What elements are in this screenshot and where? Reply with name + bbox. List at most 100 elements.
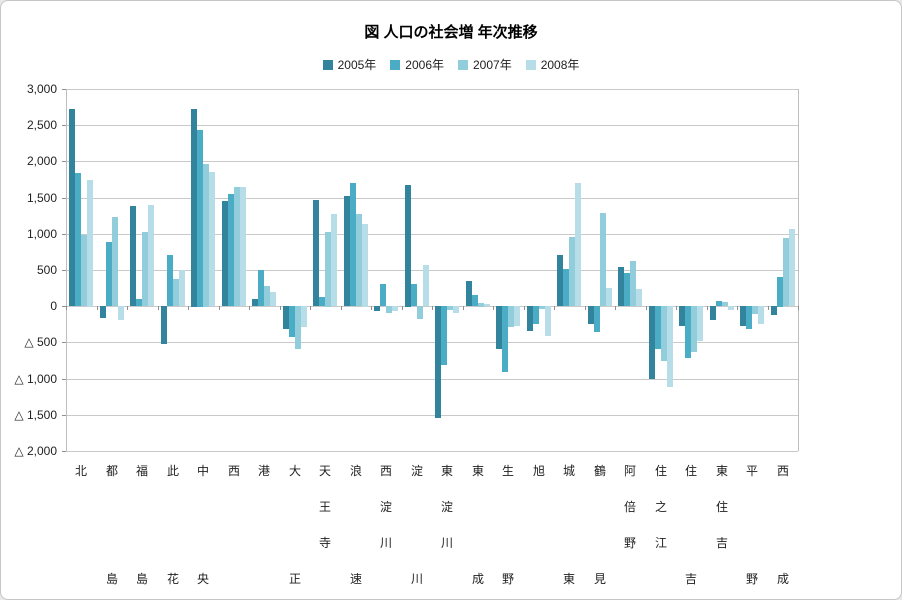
- x-axis-category-label: 生: [501, 464, 514, 478]
- gridline: [66, 198, 798, 199]
- bar: [606, 288, 612, 306]
- bar: [514, 306, 520, 326]
- bar: [508, 306, 514, 327]
- y-axis-tick-label: △ 500: [24, 335, 57, 349]
- x-axis-tick: [585, 306, 586, 310]
- bar: [130, 206, 136, 306]
- legend: 2005年 2006年 2007年 2008年: [1, 56, 901, 73]
- y-axis-tick-label: 3,000: [26, 82, 57, 96]
- bar: [100, 306, 106, 318]
- bar: [148, 205, 154, 306]
- x-axis-category-label: 淀: [440, 500, 453, 514]
- bar: [173, 279, 179, 306]
- gridline: [66, 270, 798, 271]
- x-axis-category-label: 正: [288, 572, 301, 586]
- bar: [697, 306, 703, 341]
- bar: [783, 238, 789, 306]
- bar: [472, 295, 478, 306]
- bar: [722, 302, 728, 306]
- bar: [222, 201, 228, 306]
- y-axis-tick-label: 500: [36, 263, 57, 277]
- bar: [331, 214, 337, 306]
- x-axis-category-label: 見: [593, 572, 606, 586]
- bar: [161, 306, 167, 344]
- bar: [301, 306, 307, 327]
- x-axis-tick: [371, 306, 372, 310]
- bar: [618, 267, 624, 306]
- bar: [87, 180, 93, 307]
- x-axis-category-label: 住: [684, 464, 697, 478]
- bar: [447, 306, 453, 310]
- y-axis-tick: [62, 379, 66, 380]
- x-axis-category-label: 都: [105, 464, 118, 478]
- bar: [478, 303, 484, 307]
- bar: [106, 242, 112, 306]
- x-axis-category-label: 吉: [684, 572, 697, 586]
- bar: [411, 284, 417, 306]
- bar: [667, 306, 673, 387]
- x-axis-category-label: 成: [776, 572, 789, 586]
- gridline: [66, 89, 798, 90]
- x-axis-category-label: 花: [166, 572, 179, 586]
- bar: [356, 214, 362, 306]
- bar: [588, 306, 594, 324]
- bar: [203, 164, 209, 307]
- y-axis-tick: [62, 234, 66, 235]
- x-axis-category-label: 天: [318, 464, 331, 478]
- bar: [417, 306, 423, 319]
- x-axis-category-label: 川: [379, 536, 392, 550]
- bar: [118, 306, 124, 320]
- bar: [313, 200, 319, 306]
- x-axis-category-label: 川: [440, 536, 453, 550]
- y-axis-tick-label: 1,500: [26, 191, 57, 205]
- bar: [502, 306, 508, 372]
- bar: [252, 299, 258, 306]
- x-axis-tick: [493, 306, 494, 310]
- bar: [630, 261, 636, 306]
- y-axis-tick: [62, 161, 66, 162]
- x-axis-tick: [524, 306, 525, 310]
- x-axis-category-label: 吉: [715, 536, 728, 550]
- bar: [594, 306, 600, 332]
- bar: [557, 255, 563, 306]
- bar: [496, 306, 502, 349]
- x-axis-category-label: 野: [623, 536, 636, 550]
- x-axis-tick: [127, 306, 128, 310]
- bar: [441, 306, 447, 365]
- bar: [728, 306, 734, 310]
- x-axis-tick: [310, 306, 311, 310]
- x-axis-category-label: 倍: [623, 500, 636, 514]
- bar: [789, 229, 795, 306]
- bar: [649, 306, 655, 379]
- bar: [600, 213, 606, 306]
- bar: [234, 187, 240, 306]
- x-axis-category-label: 阿: [623, 464, 636, 478]
- x-axis-tick: [463, 306, 464, 310]
- x-axis-tick: [219, 306, 220, 310]
- bar: [575, 183, 581, 306]
- bar: [466, 281, 472, 306]
- x-axis-category-label: 西: [227, 464, 240, 478]
- gridline: [66, 342, 798, 343]
- x-axis-category-label: 港: [257, 464, 270, 478]
- x-axis-category-label: 旭: [532, 464, 545, 478]
- x-axis-tick: [158, 306, 159, 310]
- gridline: [66, 125, 798, 126]
- legend-swatch-icon: [390, 59, 401, 70]
- bar: [142, 232, 148, 306]
- y-axis-tick: [62, 198, 66, 199]
- bar: [270, 292, 276, 306]
- y-axis-tick: [62, 451, 66, 452]
- bar: [679, 306, 685, 326]
- y-axis-tick-label: 2,000: [26, 154, 57, 168]
- gridline: [66, 161, 798, 162]
- legend-label: 2007年: [473, 58, 512, 72]
- x-axis-category-label: 平: [745, 464, 758, 478]
- bar: [240, 187, 246, 306]
- y-axis-tick: [62, 306, 66, 307]
- y-axis-tick-label: 1,000: [26, 227, 57, 241]
- bar: [197, 130, 203, 307]
- x-axis-tick: [249, 306, 250, 310]
- x-axis-category-label: 北: [74, 464, 87, 478]
